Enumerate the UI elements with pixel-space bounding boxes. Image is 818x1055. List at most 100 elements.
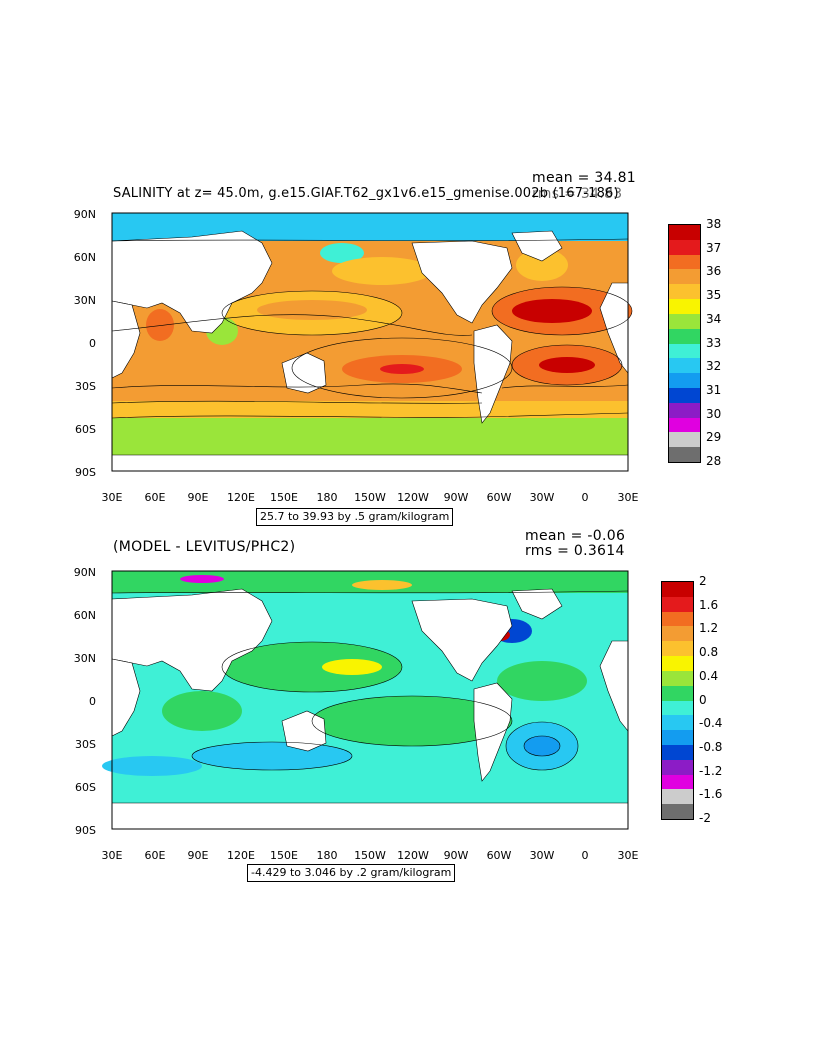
- lat-label: 30N: [73, 294, 96, 307]
- lon-label: 30E: [101, 849, 123, 862]
- lon-label: 30W: [529, 849, 555, 862]
- lon-label: 150W: [354, 491, 386, 504]
- lon-label: 0: [581, 491, 589, 504]
- panel1-mean: mean = 34.81: [532, 170, 637, 186]
- lat-label: 0: [89, 337, 96, 350]
- salinity-difference-map: [102, 570, 629, 830]
- colorbar-label: 0.8: [699, 645, 719, 660]
- colorbar-swatch: [662, 685, 693, 701]
- colorbar-swatch: [662, 774, 693, 790]
- colorbar-swatch: [669, 447, 700, 462]
- lon-label: 30E: [101, 491, 123, 504]
- colorbar-swatch: [669, 313, 700, 329]
- colorbar-label: 29: [706, 430, 722, 445]
- colorbar-label: 28: [706, 454, 722, 468]
- lon-label: 180: [316, 849, 338, 862]
- colorbar-swatch: [662, 804, 693, 819]
- lon-label: 60W: [486, 491, 512, 504]
- colorbar-swatch: [669, 328, 700, 344]
- colorbar-swatch: [669, 373, 700, 388]
- lat-label: 60N: [73, 251, 96, 264]
- arabian-sea: [146, 309, 174, 341]
- colorbar-swatch: [669, 269, 700, 285]
- colorbar-label: 1.2: [699, 621, 719, 636]
- colorbar-label: 37: [706, 240, 722, 255]
- lon-label: 150W: [354, 849, 386, 862]
- colorbar-label: -0.8: [699, 739, 723, 754]
- lon-label: 30E: [617, 849, 639, 862]
- lat-label: 30N: [73, 652, 96, 665]
- lon-label: 120E: [227, 491, 255, 504]
- panel1-colorbar: [668, 224, 701, 463]
- colorbar-swatch: [669, 343, 700, 359]
- colorbar-swatch: [662, 641, 693, 657]
- lat-label: 0: [89, 695, 96, 708]
- colorbar-swatch: [669, 387, 700, 403]
- panel2-contour-range: -4.429 to 3.046 by .2 gram/kilogram: [247, 864, 456, 882]
- lon-label: 120W: [397, 491, 429, 504]
- colorbar-label: 36: [706, 264, 722, 279]
- lon-label: 30E: [617, 491, 639, 504]
- panel2-colorbar: [661, 581, 694, 820]
- lon-label: 60W: [486, 849, 512, 862]
- colorbar-label: 0.4: [699, 668, 719, 683]
- panel2-title: (MODEL - LEVITUS/PHC2): [113, 539, 296, 555]
- colorbar-swatch: [662, 715, 693, 731]
- lon-label: 60E: [144, 849, 166, 862]
- lon-label: 90W: [443, 849, 469, 862]
- colorbar-swatch: [662, 656, 693, 671]
- antarctica: [111, 454, 629, 472]
- lon-label: 150E: [270, 849, 298, 862]
- colorbar-swatch: [662, 759, 693, 775]
- colorbar-swatch: [662, 596, 693, 612]
- lon-label: 90E: [187, 491, 209, 504]
- colorbar-label: 38: [706, 217, 722, 231]
- colorbar-label: 31: [706, 382, 722, 397]
- greenland: [511, 230, 563, 262]
- lat-label: 90S: [75, 824, 96, 837]
- colorbar-label: 2: [699, 574, 707, 588]
- colorbar-label: -0.4: [699, 716, 723, 731]
- southern-ocean: [112, 418, 628, 455]
- salinity-map: [111, 212, 633, 472]
- lon-label: 30W: [529, 491, 555, 504]
- colorbar-swatch: [669, 239, 700, 255]
- colorbar-swatch: [662, 789, 693, 805]
- colorbar-label: -1.2: [699, 763, 723, 778]
- colorbar-label: 32: [706, 359, 722, 374]
- southern-ocean-band: [112, 401, 628, 418]
- colorbar-swatch: [669, 284, 700, 300]
- lon-label: 90E: [187, 849, 209, 862]
- colorbar-label: -2: [699, 811, 711, 825]
- colorbar-label: 1.6: [699, 597, 719, 612]
- lon-label: 180: [316, 491, 338, 504]
- colorbar-swatch: [662, 611, 693, 627]
- colorbar-label: 34: [706, 311, 722, 326]
- colorbar-swatch: [662, 730, 693, 745]
- lon-label: 90W: [443, 491, 469, 504]
- lon-label: 120E: [227, 849, 255, 862]
- lon-label: 60E: [144, 491, 166, 504]
- colorbar-swatch: [669, 358, 700, 374]
- lon-label: 0: [581, 849, 589, 862]
- north-america: [411, 240, 513, 324]
- lat-label: 30S: [75, 380, 96, 393]
- panel2-mean: mean = -0.06: [525, 528, 626, 544]
- panel2-rms: rms = 0.3614: [525, 543, 625, 559]
- colorbar-swatch: [669, 402, 700, 418]
- eurasia: [111, 230, 273, 334]
- south-america: [473, 324, 513, 424]
- colorbar-swatch: [662, 582, 693, 597]
- colorbar-swatch: [669, 432, 700, 448]
- colorbar-swatch: [662, 626, 693, 642]
- lat-label: 90N: [73, 208, 96, 221]
- colorbar-swatch: [662, 670, 693, 686]
- panel1-title: SALINITY at z= 45.0m, g.e15.GIAF.T62_gx1…: [113, 186, 619, 201]
- lat-label: 60S: [75, 423, 96, 436]
- panel1-rms: rms = 34.83: [532, 186, 623, 202]
- colorbar-swatch: [662, 700, 693, 716]
- lat-label: 90N: [73, 566, 96, 579]
- panel1-contour-range: 25.7 to 39.93 by .5 gram/kilogram: [256, 508, 454, 526]
- colorbar-swatch: [669, 225, 700, 240]
- lon-label: 150E: [270, 491, 298, 504]
